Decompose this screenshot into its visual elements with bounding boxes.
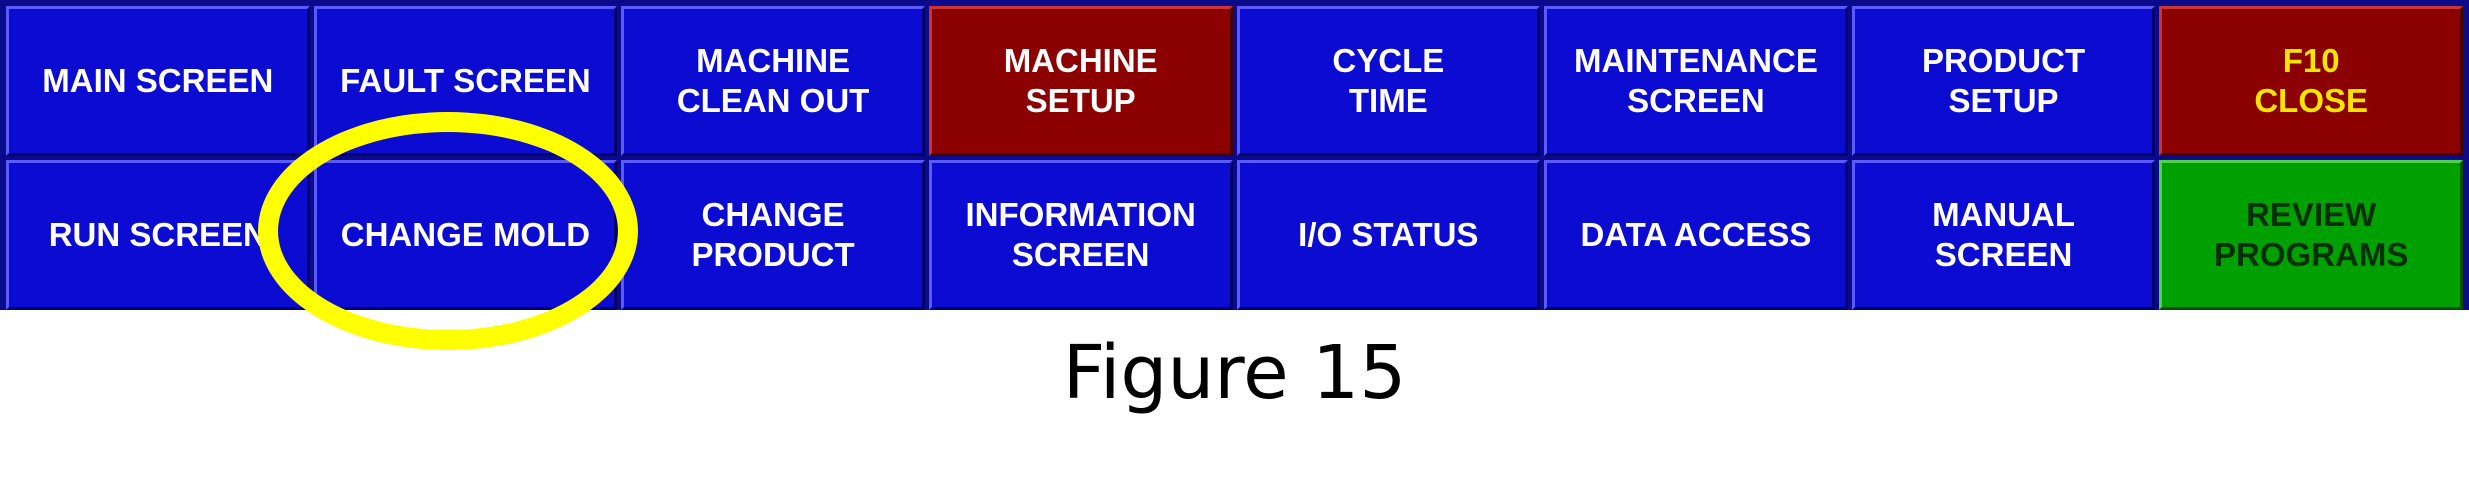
- manual-screen-button[interactable]: MANUAL SCREEN: [1851, 160, 2156, 310]
- data-access-button[interactable]: DATA ACCESS: [1544, 160, 1848, 310]
- run-screen-button[interactable]: RUN SCREEN: [6, 160, 310, 310]
- machine-setup-button[interactable]: MACHINE SETUP: [928, 6, 1233, 156]
- button-grid: MAIN SCREEN FAULT SCREEN MACHINE CLEAN O…: [6, 6, 2463, 310]
- product-setup-button[interactable]: PRODUCT SETUP: [1851, 6, 2156, 156]
- cycle-time-button[interactable]: CYCLE TIME: [1236, 6, 1541, 156]
- maintenance-screen-button[interactable]: MAINTENANCE SCREEN: [1544, 6, 1848, 156]
- f10-close-button[interactable]: F10 CLOSE: [2159, 6, 2463, 156]
- main-screen-button[interactable]: MAIN SCREEN: [6, 6, 310, 156]
- information-screen-button[interactable]: INFORMATION SCREEN: [928, 160, 1233, 310]
- io-status-button[interactable]: I/O STATUS: [1236, 160, 1541, 310]
- hmi-button-panel: MAIN SCREEN FAULT SCREEN MACHINE CLEAN O…: [0, 0, 2469, 310]
- change-mold-button[interactable]: CHANGE MOLD: [313, 160, 618, 310]
- machine-clean-out-button[interactable]: MACHINE CLEAN OUT: [621, 6, 925, 156]
- fault-screen-button[interactable]: FAULT SCREEN: [313, 6, 618, 156]
- change-product-button[interactable]: CHANGE PRODUCT: [621, 160, 925, 310]
- review-programs-button[interactable]: REVIEW PROGRAMS: [2159, 160, 2463, 310]
- figure-caption: Figure 15: [1062, 330, 1407, 416]
